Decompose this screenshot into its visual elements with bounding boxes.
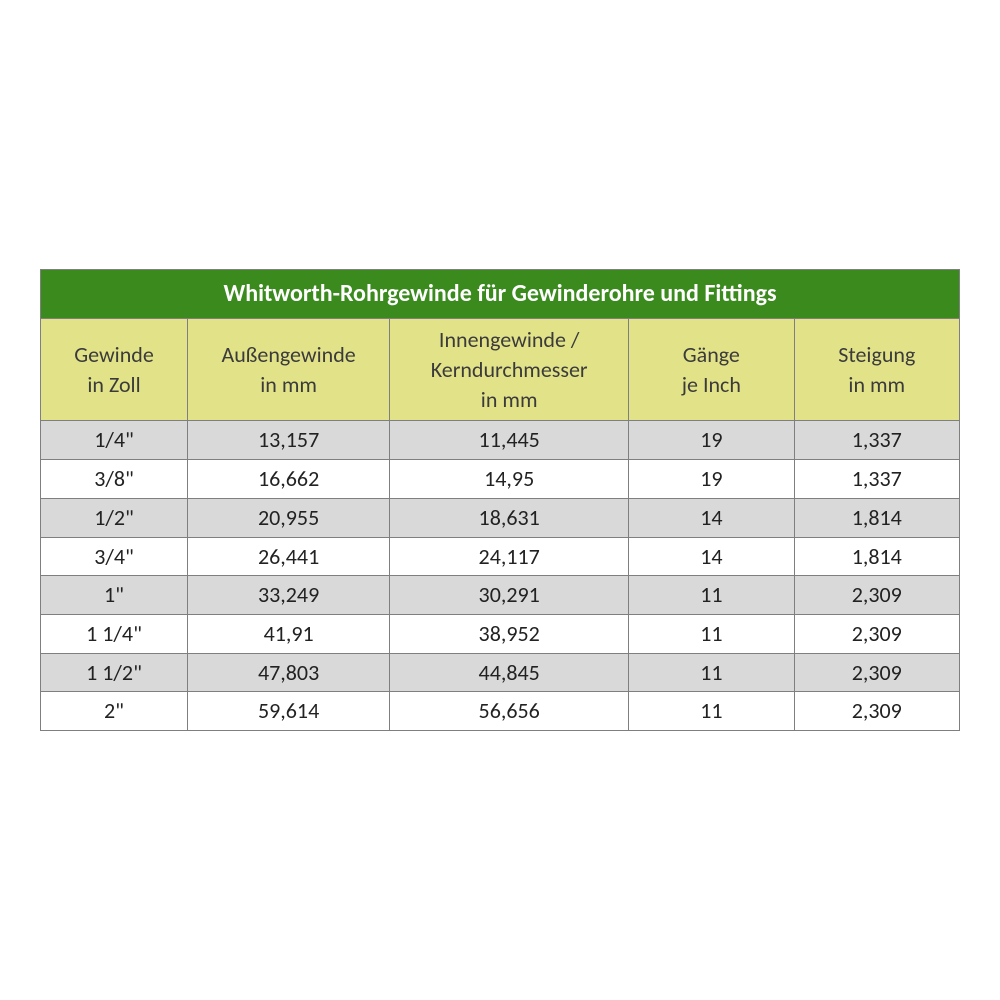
cell: 1/2" bbox=[41, 498, 188, 537]
table-row: 1/4" 13,157 11,445 19 1,337 bbox=[41, 421, 960, 460]
cell: 3/4" bbox=[41, 537, 188, 576]
cell: 14 bbox=[629, 537, 794, 576]
col-header-line: in mm bbox=[192, 370, 385, 400]
col-header-line: je Inch bbox=[633, 370, 789, 400]
table-row: 1 1/2" 47,803 44,845 11 2,309 bbox=[41, 653, 960, 692]
cell: 24,117 bbox=[390, 537, 629, 576]
col-header-steigung: Steigung in mm bbox=[794, 319, 959, 421]
cell: 1 1/4" bbox=[41, 614, 188, 653]
cell: 14 bbox=[629, 498, 794, 537]
table-row: 2" 59,614 56,656 11 2,309 bbox=[41, 692, 960, 731]
table-title: Whitworth-Rohrgewinde für Gewinderohre u… bbox=[41, 270, 960, 319]
table-row: 3/8" 16,662 14,95 19 1,337 bbox=[41, 460, 960, 499]
col-header-line: Innengewinde / bbox=[394, 325, 624, 355]
thread-spec-table-container: Whitworth-Rohrgewinde für Gewinderohre u… bbox=[40, 269, 960, 731]
col-header-line: Gänge bbox=[633, 340, 789, 370]
table-row: 1/2" 20,955 18,631 14 1,814 bbox=[41, 498, 960, 537]
table-row: 1" 33,249 30,291 11 2,309 bbox=[41, 576, 960, 615]
cell: 56,656 bbox=[390, 692, 629, 731]
col-header-line: Steigung bbox=[799, 340, 955, 370]
col-header-line: Gewinde bbox=[45, 340, 183, 370]
cell: 13,157 bbox=[188, 421, 390, 460]
cell: 2,309 bbox=[794, 614, 959, 653]
col-header-line: in Zoll bbox=[45, 370, 183, 400]
cell: 2,309 bbox=[794, 576, 959, 615]
col-header-innengewinde: Innengewinde / Kerndurchmesser in mm bbox=[390, 319, 629, 421]
cell: 59,614 bbox=[188, 692, 390, 731]
cell: 2,309 bbox=[794, 653, 959, 692]
cell: 1,814 bbox=[794, 537, 959, 576]
cell: 26,441 bbox=[188, 537, 390, 576]
col-header-line: in mm bbox=[799, 370, 955, 400]
cell: 1,814 bbox=[794, 498, 959, 537]
cell: 1" bbox=[41, 576, 188, 615]
table-body: 1/4" 13,157 11,445 19 1,337 3/8" 16,662 … bbox=[41, 421, 960, 731]
cell: 20,955 bbox=[188, 498, 390, 537]
cell: 11 bbox=[629, 653, 794, 692]
cell: 18,631 bbox=[390, 498, 629, 537]
cell: 30,291 bbox=[390, 576, 629, 615]
cell: 16,662 bbox=[188, 460, 390, 499]
cell: 38,952 bbox=[390, 614, 629, 653]
cell: 19 bbox=[629, 460, 794, 499]
cell: 11 bbox=[629, 576, 794, 615]
table-title-row: Whitworth-Rohrgewinde für Gewinderohre u… bbox=[41, 270, 960, 319]
table-row: 1 1/4" 41,91 38,952 11 2,309 bbox=[41, 614, 960, 653]
col-header-gewinde: Gewinde in Zoll bbox=[41, 319, 188, 421]
col-header-aussengewinde: Außengewinde in mm bbox=[188, 319, 390, 421]
cell: 3/8" bbox=[41, 460, 188, 499]
cell: 1,337 bbox=[794, 460, 959, 499]
col-header-gaenge: Gänge je Inch bbox=[629, 319, 794, 421]
cell: 2,309 bbox=[794, 692, 959, 731]
cell: 11 bbox=[629, 614, 794, 653]
table-row: 3/4" 26,441 24,117 14 1,814 bbox=[41, 537, 960, 576]
cell: 1,337 bbox=[794, 421, 959, 460]
cell: 11,445 bbox=[390, 421, 629, 460]
col-header-line: in mm bbox=[394, 385, 624, 415]
cell: 1 1/2" bbox=[41, 653, 188, 692]
cell: 19 bbox=[629, 421, 794, 460]
table-header-row: Gewinde in Zoll Außengewinde in mm Innen… bbox=[41, 319, 960, 421]
col-header-line: Außengewinde bbox=[192, 340, 385, 370]
cell: 11 bbox=[629, 692, 794, 731]
cell: 2" bbox=[41, 692, 188, 731]
cell: 47,803 bbox=[188, 653, 390, 692]
cell: 14,95 bbox=[390, 460, 629, 499]
cell: 33,249 bbox=[188, 576, 390, 615]
col-header-line: Kerndurchmesser bbox=[394, 355, 624, 385]
thread-spec-table: Whitworth-Rohrgewinde für Gewinderohre u… bbox=[40, 269, 960, 731]
cell: 44,845 bbox=[390, 653, 629, 692]
cell: 1/4" bbox=[41, 421, 188, 460]
cell: 41,91 bbox=[188, 614, 390, 653]
